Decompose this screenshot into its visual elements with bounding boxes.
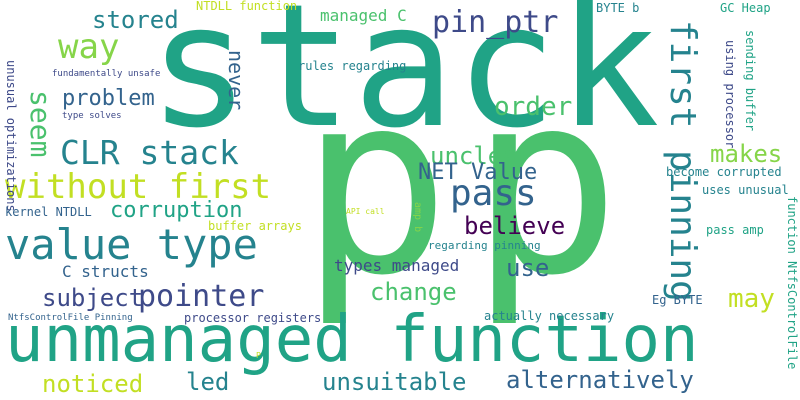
word-unsuitable: unsuitable	[322, 368, 467, 396]
word-led: led	[186, 368, 230, 396]
word-never: never	[224, 50, 248, 111]
word-fundamentally-unsafe: fundamentally unsafe	[52, 69, 161, 79]
word-corruption: corruption	[110, 198, 243, 223]
word-noticed: noticed	[42, 370, 144, 398]
word-using-processor: using processor	[723, 40, 737, 149]
word-seem: seem	[24, 90, 57, 158]
word-function-ntfscontrolfile: function NtfsControlFile	[785, 196, 799, 370]
word-unmanaged-function: unmanaged function	[5, 303, 699, 377]
word-processor-registers: processor registers	[184, 311, 322, 325]
word-subject: subject	[42, 284, 144, 312]
word-order: order	[494, 92, 573, 122]
word-p-large-left: p	[300, 39, 451, 330]
word-problem: problem	[62, 86, 155, 111]
word-stack: stack	[148, 0, 660, 166]
word-unusual-optimizations: unusual optimizations	[4, 60, 18, 212]
word-type-solves: type solves	[62, 111, 122, 121]
word-pass-amp: pass amp	[706, 223, 764, 237]
word-pass: pass	[450, 173, 537, 214]
word-byte-b: BYTE b	[596, 1, 640, 15]
word-believe: believe	[464, 212, 566, 240]
word-types-managed: types managed	[334, 256, 460, 275]
word-change: change	[370, 278, 457, 306]
word-first-pinning: first pinning	[662, 20, 703, 302]
word-alternatively: alternatively	[506, 366, 694, 394]
word-gc-heap: GC Heap	[720, 1, 771, 15]
word-may: may	[728, 284, 775, 314]
word-kernel-ntdll: kernel NTDLL	[5, 205, 92, 219]
word-p-small: P	[256, 351, 261, 360]
word-sending-buffer: sending buffer	[743, 30, 757, 132]
word-value-type: value type	[5, 220, 258, 269]
word-ntdll-function: NTDLL function	[196, 0, 298, 13]
word-actually-necessary: actually necessary	[484, 309, 615, 323]
word-clr-stack: CLR stack	[60, 133, 239, 172]
word-unclear: unclear	[430, 142, 532, 170]
word-api-call: API call	[346, 207, 385, 216]
word-eg-byte: Eg BYTE	[652, 293, 703, 307]
word-pointer: pointer	[138, 279, 265, 314]
word-uses-unusual: uses unusual	[702, 183, 789, 197]
word-amp-b: amp b	[412, 202, 423, 233]
word-without-first: without first	[5, 167, 272, 207]
word-regarding-pinning: regarding pinning	[428, 239, 541, 252]
word-managed-c: managed C	[320, 6, 407, 25]
word-way: way	[58, 27, 120, 67]
word-rules-regarding: rules regarding	[298, 59, 407, 73]
word-net-value: NET Value	[418, 160, 538, 185]
word-stored: stored	[92, 6, 179, 34]
word-become-corrupted: become corrupted	[666, 165, 782, 179]
word-makes: makes	[710, 140, 783, 168]
word-p-large-right: p	[470, 39, 621, 330]
word-use: use	[506, 254, 550, 282]
word-buffer-arrays: buffer arrays	[208, 219, 302, 233]
word-pin-ptr: pin_ptr	[432, 5, 559, 40]
word-c-structs: C structs	[62, 262, 149, 281]
word-ntfscontrolfile-pinning: NtfsControlFile Pinning	[8, 313, 133, 323]
